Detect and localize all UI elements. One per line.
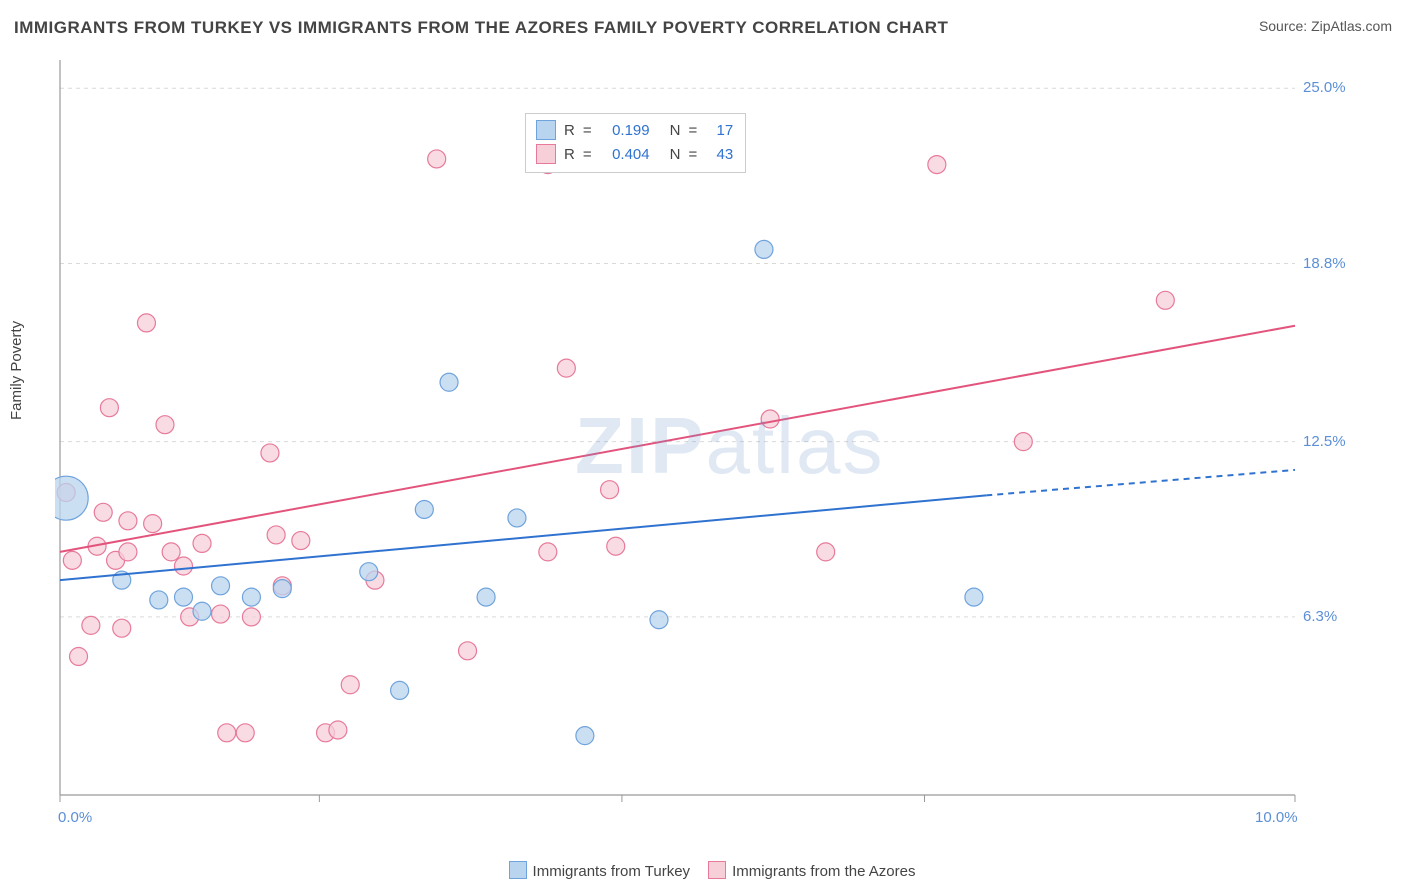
turkey-point [650, 611, 668, 629]
legend-swatch-turkey [509, 861, 527, 879]
stats-R-label: R [564, 122, 575, 139]
y-tick-label: 25.0% [1303, 79, 1346, 96]
turkey-point [965, 588, 983, 606]
stats-N-label: N [670, 122, 681, 139]
azores-point [218, 724, 236, 742]
legend-label-azores: Immigrants from the Azores [732, 863, 915, 880]
azores-point [292, 532, 310, 550]
turkey-point [508, 509, 526, 527]
turkey-point [755, 240, 773, 258]
y-tick-label: 6.3% [1303, 608, 1337, 625]
turkey-point [193, 602, 211, 620]
azores-point [459, 642, 477, 660]
turkey-point [360, 563, 378, 581]
azores-point [928, 156, 946, 174]
azores-point [539, 543, 557, 561]
stats-swatch [536, 144, 556, 164]
turkey-point [150, 591, 168, 609]
stats-N-value: 17 [705, 122, 733, 139]
azores-point [144, 515, 162, 533]
azores-point [94, 503, 112, 521]
y-axis-label: Family Poverty [8, 321, 25, 420]
legend-label-turkey: Immigrants from Turkey [533, 863, 691, 880]
x-tick-label: 10.0% [1255, 809, 1298, 826]
turkey-point [391, 681, 409, 699]
azores-point [236, 724, 254, 742]
azores-point [607, 537, 625, 555]
azores-point [1156, 291, 1174, 309]
turkey-point [242, 588, 260, 606]
azores-point [557, 359, 575, 377]
x-tick-label: 0.0% [58, 809, 92, 826]
turkey-trendline-extrapolated [986, 470, 1295, 495]
azores-point [162, 543, 180, 561]
turkey-point [175, 588, 193, 606]
stats-R-value: 0.404 [600, 146, 650, 163]
turkey-point [415, 500, 433, 518]
azores-point [100, 399, 118, 417]
azores-point [82, 616, 100, 634]
azores-point [212, 605, 230, 623]
azores-point [267, 526, 285, 544]
legend-swatch-azores [708, 861, 726, 879]
azores-point [341, 676, 359, 694]
stats-row-turkey: R=0.199N=17 [536, 118, 733, 142]
azores-point [329, 721, 347, 739]
turkey-point [440, 373, 458, 391]
azores-point [156, 416, 174, 434]
y-tick-label: 18.8% [1303, 255, 1346, 272]
turkey-point [212, 577, 230, 595]
stats-N-value: 43 [705, 146, 733, 163]
stats-swatch [536, 120, 556, 140]
correlation-scatter-chart: ZIPatlas R=0.199N=17R=0.404N=43 [55, 55, 1355, 835]
azores-point [193, 534, 211, 552]
turkey-point [576, 727, 594, 745]
turkey-point [273, 580, 291, 598]
azores-point [175, 557, 193, 575]
azores-trendline [60, 326, 1295, 552]
azores-point [242, 608, 260, 626]
y-tick-label: 12.5% [1303, 433, 1346, 450]
turkey-point [55, 476, 88, 520]
stats-N-label: N [670, 146, 681, 163]
stats-R-value: 0.199 [600, 122, 650, 139]
azores-point [113, 619, 131, 637]
azores-point [63, 551, 81, 569]
source-attribution: Source: ZipAtlas.com [1259, 18, 1392, 34]
turkey-point [477, 588, 495, 606]
azores-point [428, 150, 446, 168]
azores-point [119, 543, 137, 561]
azores-point [119, 512, 137, 530]
chart-title: IMMIGRANTS FROM TURKEY VS IMMIGRANTS FRO… [14, 18, 948, 37]
azores-point [601, 481, 619, 499]
azores-point [261, 444, 279, 462]
azores-point [1014, 433, 1032, 451]
azores-point [761, 410, 779, 428]
stats-legend-box: R=0.199N=17R=0.404N=43 [525, 113, 746, 173]
azores-point [817, 543, 835, 561]
stats-row-azores: R=0.404N=43 [536, 142, 733, 166]
series-legend: Immigrants from Turkey Immigrants from th… [0, 861, 1406, 880]
azores-point [70, 647, 88, 665]
azores-point [137, 314, 155, 332]
stats-R-label: R [564, 146, 575, 163]
